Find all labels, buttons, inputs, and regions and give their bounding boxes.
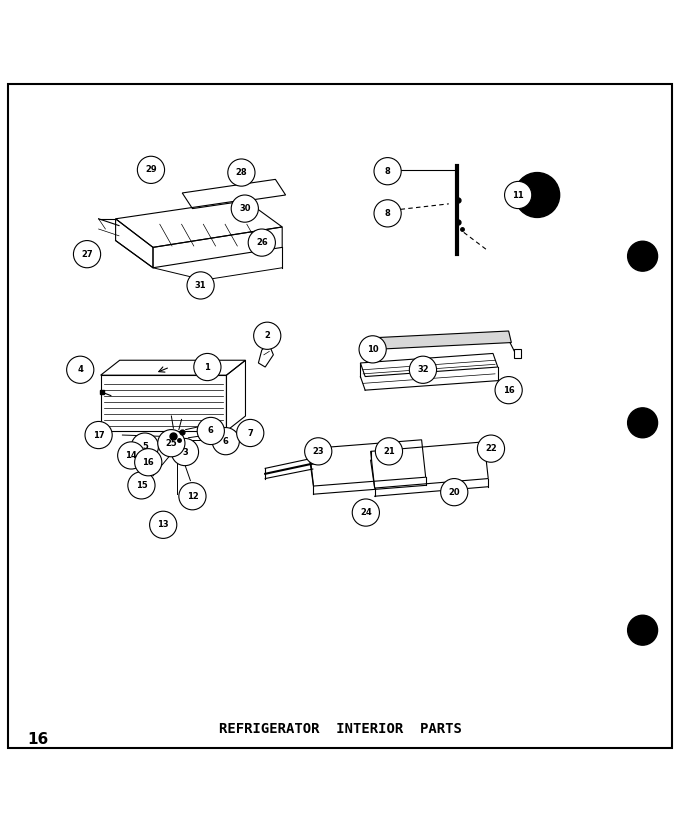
Text: REFRIGERATOR  INTERIOR  PARTS: REFRIGERATOR INTERIOR PARTS <box>218 722 462 735</box>
Text: 4: 4 <box>78 365 83 374</box>
Text: 2: 2 <box>265 331 270 340</box>
Text: 30: 30 <box>239 204 250 213</box>
Circle shape <box>505 181 532 209</box>
Circle shape <box>131 433 158 460</box>
Circle shape <box>628 615 658 645</box>
Text: 16: 16 <box>27 731 48 746</box>
Text: 5: 5 <box>142 442 148 451</box>
Text: 7: 7 <box>248 428 253 438</box>
Circle shape <box>374 157 401 185</box>
Text: 1: 1 <box>205 363 210 372</box>
Circle shape <box>128 472 155 499</box>
Text: 26: 26 <box>256 238 268 247</box>
Text: 27: 27 <box>81 250 93 259</box>
Circle shape <box>73 240 101 268</box>
Circle shape <box>212 428 239 455</box>
Circle shape <box>187 272 214 299</box>
Circle shape <box>194 354 221 381</box>
Circle shape <box>628 408 658 438</box>
Text: 20: 20 <box>448 488 460 497</box>
Text: 6: 6 <box>208 427 214 435</box>
Text: 22: 22 <box>485 444 497 453</box>
Circle shape <box>495 377 522 404</box>
Text: 14: 14 <box>125 451 137 460</box>
Circle shape <box>409 356 437 384</box>
Circle shape <box>515 172 560 217</box>
Text: 32: 32 <box>417 365 429 374</box>
Circle shape <box>237 419 264 447</box>
Text: 10: 10 <box>367 344 379 354</box>
Polygon shape <box>373 331 511 349</box>
Circle shape <box>197 418 224 444</box>
Circle shape <box>359 336 386 363</box>
Circle shape <box>118 442 145 469</box>
Circle shape <box>628 241 658 271</box>
Text: 17: 17 <box>92 430 105 439</box>
Circle shape <box>352 499 379 526</box>
Text: 8: 8 <box>385 209 390 218</box>
Circle shape <box>305 438 332 465</box>
Circle shape <box>179 483 206 510</box>
Text: 15: 15 <box>135 481 148 490</box>
Circle shape <box>441 478 468 506</box>
Circle shape <box>375 438 403 465</box>
Text: 8: 8 <box>385 166 390 176</box>
Circle shape <box>228 159 255 186</box>
Text: 29: 29 <box>145 166 157 175</box>
Circle shape <box>477 435 505 463</box>
Circle shape <box>67 356 94 384</box>
Text: 25: 25 <box>165 438 177 448</box>
Text: 6: 6 <box>223 437 228 446</box>
Circle shape <box>158 429 185 457</box>
Text: 3: 3 <box>182 448 188 457</box>
Circle shape <box>137 156 165 183</box>
Text: 11: 11 <box>512 191 524 200</box>
Text: 16: 16 <box>142 458 154 467</box>
Text: 28: 28 <box>235 168 248 177</box>
Circle shape <box>135 448 162 476</box>
Text: 21: 21 <box>383 447 395 456</box>
Text: 23: 23 <box>312 447 324 456</box>
Text: 24: 24 <box>360 508 372 517</box>
Circle shape <box>150 511 177 538</box>
Text: 31: 31 <box>194 281 207 290</box>
Circle shape <box>374 200 401 227</box>
Text: 12: 12 <box>186 492 199 501</box>
Circle shape <box>171 438 199 466</box>
Circle shape <box>85 422 112 448</box>
Text: 16: 16 <box>503 386 515 394</box>
Text: 13: 13 <box>157 520 169 529</box>
Bar <box>514 349 521 359</box>
Circle shape <box>254 322 281 349</box>
Circle shape <box>231 195 258 222</box>
Circle shape <box>248 229 275 256</box>
